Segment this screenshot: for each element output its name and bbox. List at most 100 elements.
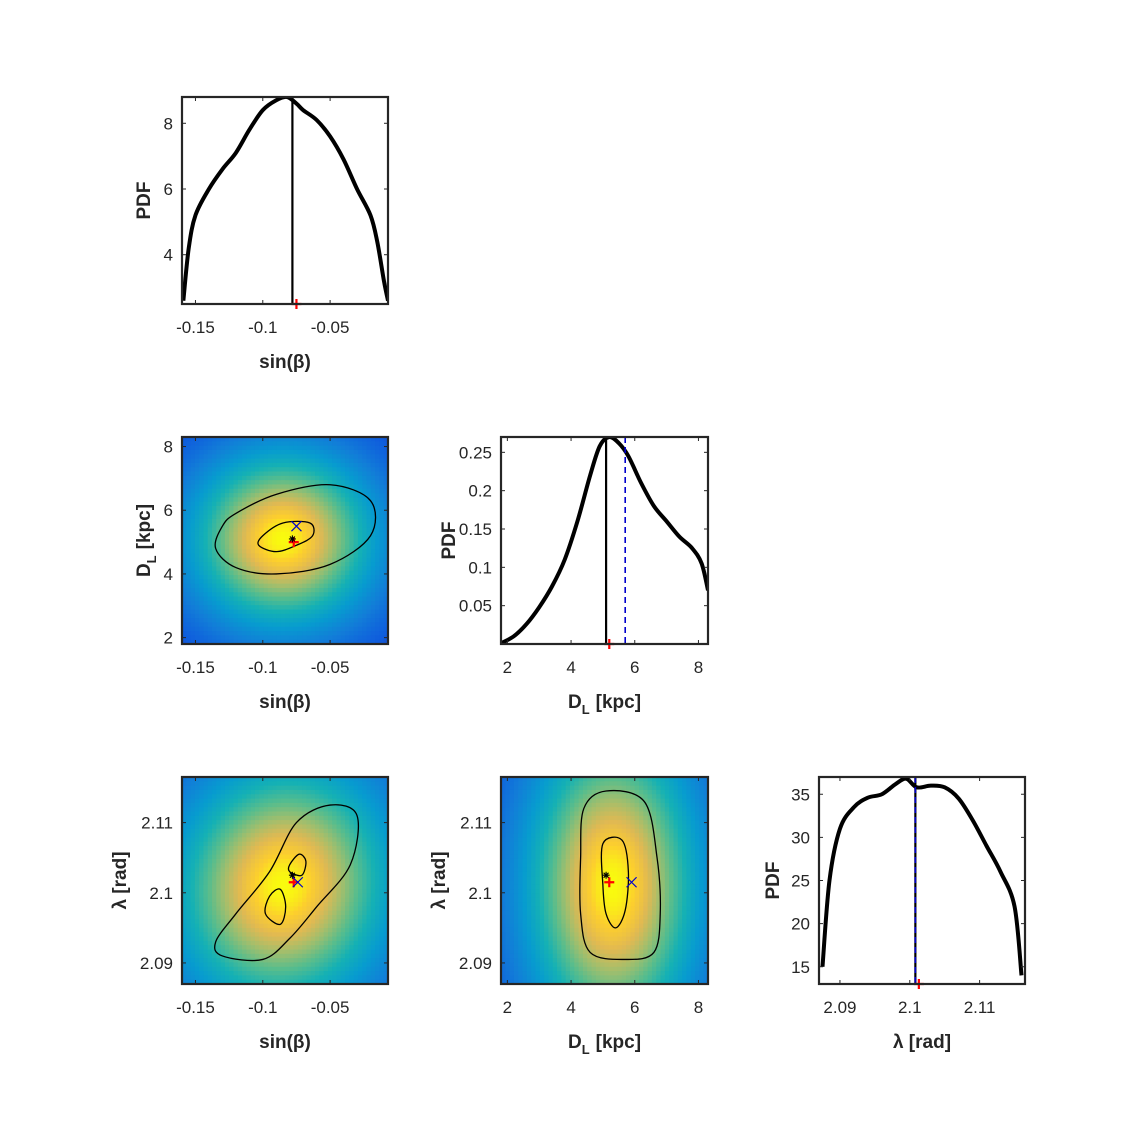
heatmap-cell	[327, 467, 333, 473]
heatmap-cell	[229, 871, 235, 877]
heatmap-cell	[362, 449, 368, 455]
heatmap-cell	[336, 785, 342, 791]
heatmap-cell	[199, 867, 205, 873]
heatmap-cell	[229, 514, 235, 520]
heatmap-cell	[182, 815, 187, 821]
heatmap-cell	[194, 846, 200, 851]
heatmap-cell	[212, 923, 217, 929]
heatmap-cell	[332, 789, 338, 795]
heatmap-cell	[379, 858, 385, 864]
heatmap-cell	[383, 949, 388, 955]
heatmap-cell	[272, 562, 278, 567]
heatmap-cell	[182, 932, 187, 938]
heatmap-cell	[327, 518, 333, 524]
heatmap-cell	[199, 501, 205, 507]
heatmap-cell	[319, 475, 325, 481]
heatmap-cell	[285, 820, 290, 826]
heatmap-cell	[379, 889, 385, 895]
heatmap-cell	[327, 626, 333, 632]
heatmap-cell	[310, 927, 316, 933]
heatmap-cell	[345, 824, 350, 830]
heatmap-cell	[272, 802, 278, 808]
heatmap-cell	[375, 635, 381, 641]
heatmap-cell	[323, 979, 329, 984]
heatmap-cell	[513, 940, 519, 946]
heatmap-cell	[250, 953, 256, 959]
heatmap-cell	[319, 553, 325, 559]
heatmap-cell	[199, 824, 205, 830]
heatmap-cell	[353, 863, 359, 869]
heatmap-cell	[263, 789, 269, 795]
heatmap-cell	[353, 536, 359, 542]
heatmap-cell	[233, 927, 239, 933]
heatmap-cell	[375, 605, 381, 611]
heatmap-cell	[199, 906, 205, 912]
heatmap-cell	[289, 893, 295, 899]
heatmap-cell	[323, 781, 329, 787]
heatmap-cell	[501, 828, 506, 834]
heatmap-cell	[370, 802, 376, 808]
heatmap-cell	[310, 536, 316, 542]
heatmap-cell	[190, 600, 196, 606]
heatmap-cell	[216, 919, 222, 925]
heatmap-cell	[207, 871, 213, 877]
heatmap-cell	[216, 622, 222, 628]
heatmap-cell	[254, 622, 260, 628]
heatmap-cell	[263, 777, 269, 782]
heatmap-cell	[375, 962, 381, 968]
heatmap-cell	[250, 531, 256, 537]
heatmap-cell	[237, 579, 243, 585]
heatmap-cell	[254, 807, 260, 813]
x-tick-label: 6	[630, 658, 639, 677]
y-tick-label: 0.1	[468, 558, 492, 577]
heatmap-cell	[297, 618, 303, 624]
heatmap-cell	[276, 871, 282, 877]
heatmap-cell	[370, 902, 376, 907]
heatmap-cell	[194, 583, 200, 589]
heatmap-cell	[375, 975, 381, 981]
heatmap-cell	[379, 639, 385, 644]
heatmap-cell	[297, 635, 303, 641]
heatmap-cell	[366, 462, 372, 468]
heatmap-cell	[518, 871, 524, 877]
heatmap-cell	[280, 880, 286, 886]
heatmap-cell	[340, 618, 346, 624]
heatmap-cell	[272, 858, 278, 864]
heatmap-cell	[229, 493, 235, 498]
heatmap-cell	[379, 527, 385, 533]
heatmap-cell	[366, 575, 372, 580]
heatmap-cell	[383, 626, 388, 632]
heatmap-cell	[263, 510, 269, 516]
heatmap-cell	[379, 815, 385, 821]
heatmap-cell	[212, 622, 217, 628]
heatmap-cell	[190, 514, 196, 520]
heatmap-cell	[522, 811, 528, 817]
heatmap-cell	[375, 587, 381, 593]
heatmap-cell	[293, 794, 299, 800]
heatmap-cell	[336, 536, 342, 542]
heatmap-cell	[186, 781, 192, 787]
heatmap-cell	[216, 781, 222, 787]
heatmap-cell	[293, 536, 299, 542]
heatmap-cell	[182, 540, 187, 546]
heatmap-cell	[336, 510, 342, 516]
heatmap-cell	[297, 919, 303, 925]
heatmap-cell	[315, 971, 320, 976]
heatmap-cell	[220, 811, 226, 817]
heatmap-cell	[233, 828, 239, 834]
heatmap-cell	[375, 923, 381, 929]
heatmap-cell	[194, 462, 200, 468]
heatmap-cell	[285, 884, 290, 890]
heatmap-cell	[345, 815, 350, 821]
heatmap-cell	[220, 562, 226, 567]
heatmap-cell	[259, 510, 265, 516]
heatmap-cell	[233, 919, 239, 925]
heatmap-cell	[289, 596, 295, 602]
heatmap-cell	[207, 605, 213, 611]
heatmap-cell	[340, 927, 346, 933]
heatmap-cell	[280, 510, 286, 516]
heatmap-cell	[212, 811, 217, 817]
heatmap-cell	[293, 549, 299, 555]
heatmap-cell	[267, 841, 273, 847]
heatmap-cell	[263, 936, 269, 942]
